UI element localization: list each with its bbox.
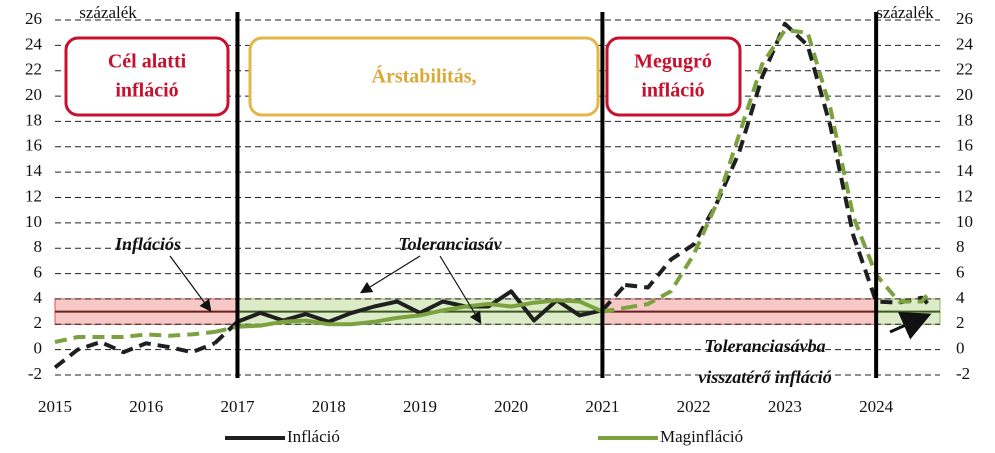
series-line [624, 28, 933, 310]
y-tick-label: 20 [25, 85, 42, 104]
y2-axis-label: százalék [876, 3, 934, 22]
box [248, 36, 600, 117]
y2-tick-label: 6 [956, 262, 965, 281]
y2-tick-label: 22 [956, 60, 973, 79]
line-bridge [214, 324, 238, 334]
series-line [624, 21, 933, 308]
x-tick-label: 2019 [403, 397, 437, 416]
series-line [54, 329, 215, 344]
y-tick-label: 18 [25, 110, 42, 129]
y-tick-label: 0 [34, 339, 43, 358]
y-tick-label: -2 [28, 364, 42, 383]
arrow [359, 255, 421, 294]
y2-tick-label: 12 [956, 186, 973, 205]
y2-tick-label: 10 [956, 212, 973, 231]
arrow [169, 255, 212, 312]
y2-tick-label: 20 [956, 85, 973, 104]
series-line [236, 289, 603, 324]
y-tick-label: 12 [25, 186, 42, 205]
x-tick-label: 2015 [38, 397, 72, 416]
box-label: infláció [115, 80, 178, 102]
x-tick-label: 2021 [585, 397, 619, 416]
y-tick-label: 6 [34, 262, 43, 281]
y-axis-label: százalék [79, 3, 137, 22]
x-tick-label: 2023 [768, 397, 802, 416]
legend-label: Maginfláció [660, 427, 743, 446]
y-tick-label: 22 [25, 60, 42, 79]
annotation: Inflációs [114, 234, 181, 254]
y-tick-label: 14 [25, 161, 43, 180]
y-tick-label: 16 [25, 136, 42, 155]
y-tick-label: 2 [34, 313, 43, 332]
y-tick-label: 4 [34, 288, 43, 307]
y2-tick-label: 14 [956, 161, 974, 180]
box-label: Árstabilitás, [372, 65, 477, 88]
series-line [237, 298, 604, 329]
box [64, 36, 230, 117]
x-tick-label: 2018 [312, 397, 346, 416]
arrow [889, 312, 932, 340]
y2-tick-label: 8 [956, 237, 965, 256]
y2-tick-label: 2 [956, 313, 965, 332]
y2-tick-label: 24 [956, 34, 974, 53]
x-tick-label: 2020 [494, 397, 528, 416]
y-tick-label: 8 [34, 237, 43, 256]
y-tick-label: 26 [25, 9, 42, 28]
box-label: Cél alatti [108, 51, 187, 73]
y2-tick-label: 26 [956, 9, 973, 28]
box-label: Megugró [634, 51, 712, 73]
y2-tick-label: 18 [956, 110, 973, 129]
y2-tick-label: 16 [956, 136, 973, 155]
annotation: visszatérő infláció [698, 367, 832, 387]
annotation: Toleranciasávba [704, 336, 825, 356]
x-tick-label: 2016 [129, 397, 163, 416]
annotation: Toleranciasáv [398, 234, 502, 254]
box [605, 36, 742, 117]
y-tick-label: 24 [25, 34, 43, 53]
legend-label: Infláció [287, 427, 340, 446]
y2-tick-label: 0 [956, 339, 965, 358]
arrow [439, 255, 482, 325]
x-tick-label: 2017 [220, 397, 255, 416]
line-bridge [600, 283, 627, 312]
series-line [53, 340, 216, 369]
x-tick-label: 2022 [677, 397, 711, 416]
y2-tick-label: 4 [956, 288, 965, 307]
y2-tick-label: -2 [956, 364, 970, 383]
y-tick-label: 10 [25, 212, 42, 231]
box-label: infláció [641, 80, 704, 102]
line-bridge [602, 305, 626, 314]
line-bridge [213, 320, 239, 345]
x-tick-label: 2024 [859, 397, 894, 416]
